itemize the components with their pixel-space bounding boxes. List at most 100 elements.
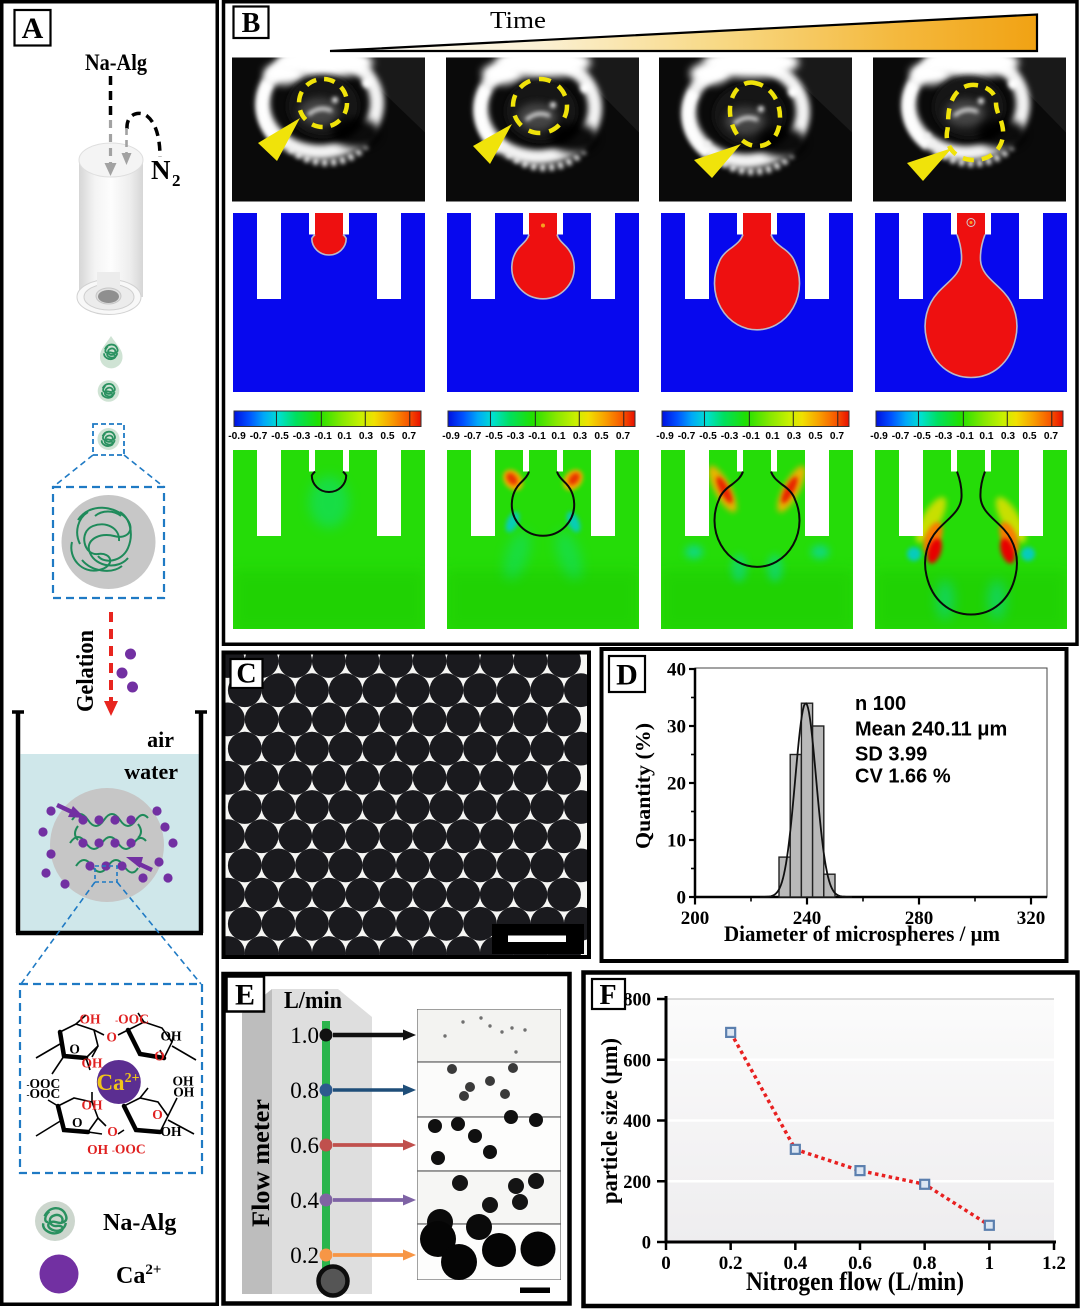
svg-text:O: O (107, 1124, 118, 1139)
svg-text:0.5: 0.5 (1022, 431, 1036, 442)
svg-text:O: O (72, 1115, 83, 1130)
svg-text:0.1: 0.1 (551, 431, 565, 442)
svg-text:OH: OH (81, 1056, 103, 1071)
svg-text:-0.7: -0.7 (464, 431, 482, 442)
svg-text:-0.7: -0.7 (892, 431, 910, 442)
svg-text:O: O (106, 1030, 117, 1045)
svg-text:0.3: 0.3 (1001, 431, 1015, 442)
svg-text:0: 0 (642, 1234, 651, 1254)
svg-text:Na-Alg: Na-Alg (85, 50, 147, 75)
svg-text:0.4: 0.4 (783, 1253, 807, 1274)
svg-text:E: E (235, 979, 255, 1012)
svg-text:0.3: 0.3 (573, 431, 587, 442)
svg-text:0.8: 0.8 (290, 1078, 319, 1103)
svg-text:10: 10 (667, 831, 686, 852)
svg-text:20: 20 (667, 774, 686, 795)
svg-text:0: 0 (661, 1253, 671, 1274)
svg-text:-0.5: -0.5 (271, 431, 289, 442)
svg-text:-0.3: -0.3 (721, 431, 739, 442)
svg-text:-0.5: -0.5 (913, 431, 931, 442)
svg-text:-OOC: -OOC (112, 1141, 146, 1156)
svg-text:0: 0 (677, 888, 687, 909)
svg-text:D: D (616, 659, 638, 692)
svg-text:240: 240 (793, 908, 822, 929)
svg-text:A: A (22, 12, 44, 45)
svg-text:-0.7: -0.7 (250, 431, 268, 442)
svg-text:0.4: 0.4 (290, 1188, 319, 1213)
svg-text:-OOC: -OOC (27, 1086, 61, 1101)
svg-text:-0.3: -0.3 (507, 431, 525, 442)
svg-text:particle size (μm): particle size (μm) (597, 1038, 622, 1204)
svg-text:-0.7: -0.7 (678, 431, 696, 442)
svg-text:0.7: 0.7 (830, 431, 844, 442)
svg-text:water: water (124, 759, 178, 784)
svg-text:0.3: 0.3 (787, 431, 801, 442)
svg-text:2: 2 (172, 171, 181, 190)
svg-text:OH: OH (160, 1029, 182, 1044)
svg-text:0.7: 0.7 (616, 431, 630, 442)
svg-text:OH: OH (79, 1012, 101, 1027)
svg-text:Quantity (%): Quantity (%) (631, 723, 655, 849)
svg-text:L/min: L/min (284, 988, 342, 1014)
svg-text:0.1: 0.1 (979, 431, 993, 442)
svg-text:0.5: 0.5 (808, 431, 822, 442)
svg-text:OH: OH (172, 1074, 194, 1089)
svg-text:-OOC: -OOC (27, 1076, 61, 1091)
svg-text:CV 1.66 %: CV 1.66 % (855, 766, 951, 788)
svg-text:OH: OH (160, 1124, 182, 1139)
svg-text:n 100: n 100 (855, 693, 906, 715)
svg-text:30: 30 (667, 717, 686, 738)
svg-text:0.5: 0.5 (380, 431, 394, 442)
svg-text:0.6: 0.6 (290, 1133, 319, 1158)
svg-text:280: 280 (905, 908, 934, 929)
svg-text:0.1: 0.1 (765, 431, 779, 442)
svg-text:Diameter of microspheres / μm: Diameter of microspheres / μm (724, 921, 1000, 946)
svg-text:OH: OH (87, 1142, 109, 1157)
svg-text:-0.3: -0.3 (935, 431, 953, 442)
svg-text:200: 200 (681, 908, 710, 929)
svg-text:Nitrogen flow (L/min): Nitrogen flow (L/min) (746, 1267, 964, 1296)
svg-text:-0.9: -0.9 (656, 431, 674, 442)
svg-text:1: 1 (985, 1253, 995, 1274)
svg-text:320: 320 (1017, 908, 1046, 929)
svg-text:O: O (154, 1049, 165, 1064)
svg-text:-0.9: -0.9 (442, 431, 460, 442)
svg-text:N: N (151, 155, 171, 185)
svg-text:-0.5: -0.5 (485, 431, 503, 442)
svg-text:B: B (242, 8, 261, 39)
svg-text:F: F (599, 980, 616, 1011)
svg-text:-0.1: -0.1 (742, 431, 760, 442)
svg-text:-0.5: -0.5 (699, 431, 717, 442)
svg-text:1.0: 1.0 (290, 1023, 319, 1048)
svg-text:Gelation: Gelation (73, 630, 99, 712)
svg-text:-0.1: -0.1 (314, 431, 332, 442)
svg-text:-0.9: -0.9 (870, 431, 888, 442)
svg-text:0.3: 0.3 (359, 431, 373, 442)
svg-text:SD 3.99: SD 3.99 (855, 744, 927, 766)
svg-text:C: C (236, 659, 256, 690)
svg-text:0.7: 0.7 (1044, 431, 1058, 442)
svg-text:O: O (152, 1107, 163, 1122)
svg-text:0.7: 0.7 (402, 431, 416, 442)
svg-text:600: 600 (623, 1051, 651, 1071)
svg-text:-0.1: -0.1 (956, 431, 974, 442)
svg-text:0.8: 0.8 (913, 1253, 937, 1274)
svg-text:1.2: 1.2 (1042, 1253, 1066, 1274)
svg-text:40: 40 (667, 660, 686, 681)
svg-text:-0.3: -0.3 (293, 431, 311, 442)
svg-text:-0.1: -0.1 (528, 431, 546, 442)
svg-text:Na-Alg: Na-Alg (103, 1210, 176, 1236)
svg-text:OH: OH (173, 1084, 195, 1099)
svg-text:0.1: 0.1 (337, 431, 351, 442)
svg-text:Mean 240.11 μm: Mean 240.11 μm (855, 719, 1007, 741)
svg-text:O: O (69, 1042, 80, 1057)
svg-text:Time: Time (490, 8, 546, 34)
svg-text:800: 800 (623, 991, 651, 1011)
svg-text:0.2: 0.2 (719, 1253, 743, 1274)
svg-text:400: 400 (623, 1112, 651, 1132)
svg-text:Flow meter: Flow meter (248, 1099, 275, 1227)
svg-text:0.6: 0.6 (848, 1253, 872, 1274)
svg-text:air: air (147, 727, 174, 752)
svg-text:OH: OH (81, 1098, 103, 1113)
svg-text:-0.9: -0.9 (228, 431, 246, 442)
